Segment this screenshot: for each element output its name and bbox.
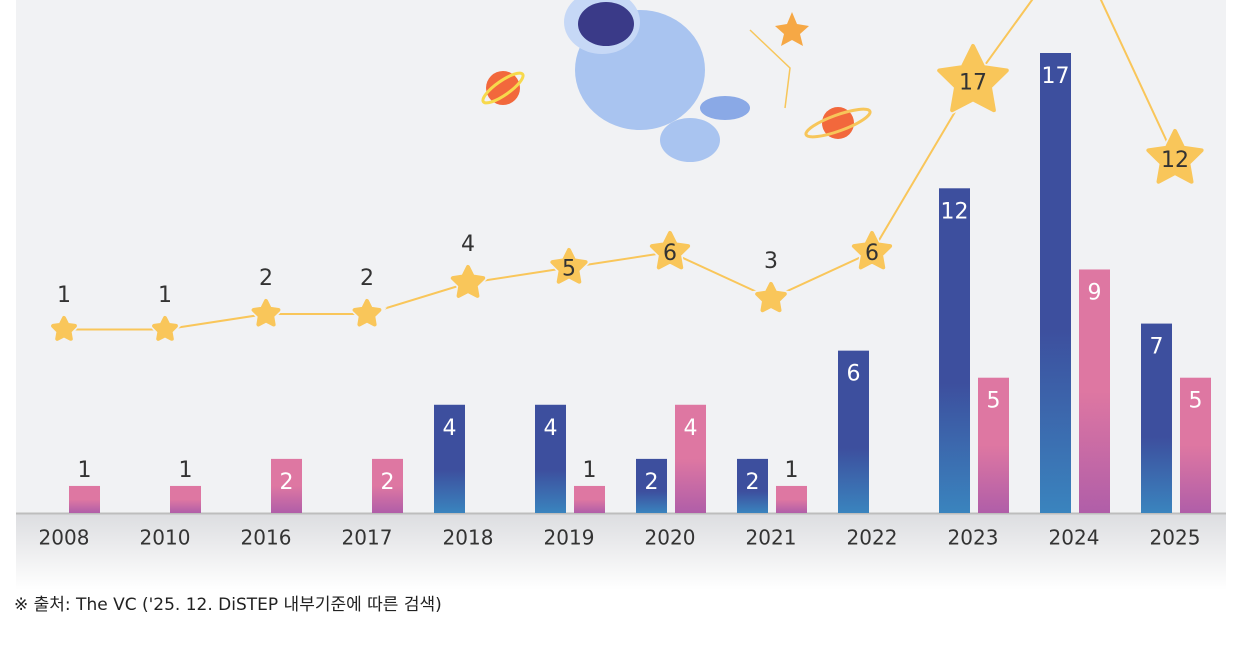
star-marker: [152, 316, 178, 341]
star-value-label: 1: [57, 283, 71, 308]
star-value-label: 2: [259, 266, 273, 291]
bar: [636, 458, 667, 513]
star-marker: [550, 248, 588, 284]
bar-value-label: 1: [785, 458, 799, 483]
bar: [372, 458, 403, 513]
x-tick-label: 2023: [948, 526, 999, 550]
star-value-label: 17: [959, 71, 987, 96]
total-line: [64, 0, 1176, 331]
bar-value-label: 4: [684, 416, 698, 441]
bar: [535, 404, 566, 513]
star-marker: [649, 231, 691, 270]
x-tick-label: 2022: [847, 526, 898, 550]
bar: [939, 188, 970, 513]
axis-band: [16, 513, 1226, 590]
bar-value-label: 7: [1150, 335, 1164, 360]
star-marker: [251, 299, 281, 327]
bar-value-label: 1: [78, 458, 92, 483]
star-marker: [851, 231, 893, 270]
star-marker: [755, 282, 787, 313]
bar: [776, 485, 807, 513]
bar-value-label: 6: [847, 362, 861, 387]
bar-value-label: 17: [1042, 64, 1070, 89]
bar-value-label: 2: [280, 470, 294, 495]
x-tick-label: 2016: [241, 526, 292, 550]
bar: [838, 350, 869, 513]
source-note: ※ 출처: The VC ('25. 12. DiSTEP 내부기준에 따른 검…: [14, 595, 442, 615]
bar-value-label: 5: [987, 389, 1001, 414]
star-marker: [1146, 129, 1204, 184]
star-marker: [352, 299, 382, 327]
star-marker: [450, 265, 486, 298]
bar-value-label: 4: [544, 416, 558, 441]
x-tick-label: 2021: [746, 526, 797, 550]
star-value-label: 5: [562, 257, 576, 282]
bar: [1079, 269, 1110, 513]
star-value-label: 4: [461, 232, 475, 257]
chart: 2008 2010 2016 2017 2018 2019 2020 2021 2022 2023…: [16, 0, 1226, 590]
bar-value-label: 5: [1189, 389, 1203, 414]
bar-value-label: 4: [443, 416, 457, 441]
bar: [1040, 53, 1071, 513]
x-tick-label: 2017: [342, 526, 393, 550]
star-value-label: 3: [764, 249, 778, 274]
bar: [737, 458, 768, 513]
x-tick-label: 2008: [39, 526, 90, 550]
x-tick-label: 2010: [140, 526, 191, 550]
bar: [1141, 323, 1172, 513]
bar: [170, 485, 201, 513]
bar-value-label: 9: [1088, 280, 1102, 305]
bar: [978, 377, 1009, 513]
bar: [69, 485, 100, 513]
bar: [1180, 377, 1211, 513]
bar-value-label: 2: [645, 470, 659, 495]
star-value-label: 12: [1161, 148, 1189, 173]
star-marker: [51, 316, 77, 341]
decoration: [481, 0, 872, 162]
bar-value-label: 1: [179, 458, 193, 483]
bar: [271, 458, 302, 513]
x-tick-label: 2020: [645, 526, 696, 550]
star-value-label: 1: [158, 283, 172, 308]
x-tick-label: 2019: [544, 526, 595, 550]
star-marker: [937, 44, 1009, 113]
bar: [574, 485, 605, 513]
star-value-label: 6: [865, 241, 879, 266]
star-value-label: 6: [663, 241, 677, 266]
bar-value-label: 12: [941, 199, 969, 224]
x-tick-label: 2025: [1150, 526, 1201, 550]
star-value-label: 2: [360, 266, 374, 291]
x-tick-label: 2024: [1049, 526, 1100, 550]
bar-value-label: 2: [381, 470, 395, 495]
bar: [675, 404, 706, 513]
bar-value-label: 1: [583, 458, 597, 483]
x-tick-label: 2018: [443, 526, 494, 550]
bar: [434, 404, 465, 513]
bar-value-label: 2: [746, 470, 760, 495]
